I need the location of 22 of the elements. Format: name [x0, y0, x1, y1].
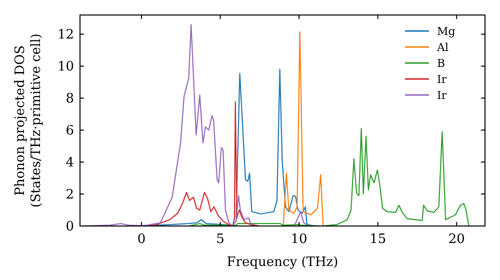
legend-label: Ir [437, 72, 448, 86]
y-tick-label: 0 [66, 220, 74, 235]
y-tick-label: 2 [66, 188, 74, 203]
x-tick-label: 5 [216, 232, 224, 247]
line-series [282, 31, 324, 226]
legend-label: Al [436, 40, 449, 54]
y-tick-label: 6 [66, 124, 74, 139]
y-tick-label: 4 [66, 156, 74, 171]
x-tick-label: 10 [290, 232, 308, 247]
legend-label: B [437, 56, 446, 70]
x-tick-label: 0 [137, 232, 146, 247]
line-series [188, 128, 470, 226]
y-tick-label: 12 [57, 28, 74, 43]
legend-label: Ir [437, 88, 448, 102]
y-tick-label: 10 [57, 60, 74, 75]
line-series [148, 101, 260, 226]
legend-label: Mg [437, 24, 456, 38]
x-tick-label: 20 [448, 232, 465, 247]
y-tick-label: 8 [66, 92, 74, 107]
x-axis-title: Frequency (THz) [226, 255, 338, 270]
x-tick-label: 15 [370, 232, 386, 247]
y-axis-title: Phonon projected DOS (States/THz·primitive cell) [13, 33, 44, 208]
